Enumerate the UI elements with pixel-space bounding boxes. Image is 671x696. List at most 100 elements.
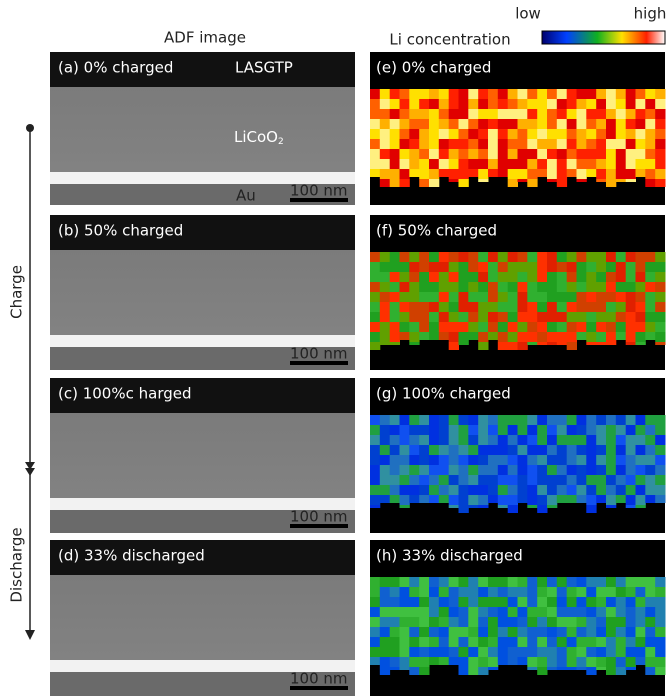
li-cell (488, 159, 498, 169)
li-cell (488, 332, 498, 340)
li-cell (645, 169, 655, 179)
li-cell (655, 485, 665, 495)
li-cell (508, 322, 518, 332)
li-cell (459, 119, 469, 129)
li-cell (449, 647, 459, 657)
li-cell (459, 415, 469, 425)
li-cell (508, 169, 518, 179)
li-cell (400, 252, 410, 262)
li-cell (557, 617, 567, 627)
li-cell (488, 435, 498, 445)
li-cell (577, 597, 587, 607)
li-cell (527, 129, 537, 139)
li-cell (370, 637, 380, 647)
li-cell (508, 475, 518, 485)
li-cell (370, 139, 380, 149)
li-cell (400, 262, 410, 272)
li-cell (636, 139, 646, 149)
colorbar (542, 31, 665, 44)
li-cell (429, 169, 439, 179)
li-cell (626, 425, 636, 435)
li-cell (567, 332, 577, 342)
li-cell (557, 292, 567, 302)
li-cell (488, 647, 498, 657)
scale-label: 100 nm (290, 670, 348, 688)
li-cell (577, 129, 587, 139)
li-cell (409, 627, 419, 637)
li-cell (370, 435, 380, 445)
li-cell (370, 332, 380, 342)
li-cell (645, 149, 655, 159)
li-cell (400, 465, 410, 475)
li-cell (468, 282, 478, 292)
li-cell (468, 465, 478, 475)
li-cell (636, 617, 646, 627)
li-cell (478, 425, 488, 435)
li-cell (557, 637, 567, 647)
li-cell (419, 159, 429, 169)
li-cell (508, 445, 518, 455)
li-cell (488, 252, 498, 262)
li-cell (468, 312, 478, 322)
li-cell (567, 89, 577, 99)
panel-label: (h) 33% discharged (376, 547, 523, 565)
li-cell (429, 425, 439, 435)
li-cell (429, 149, 439, 159)
li-cell (596, 647, 606, 657)
li-cell (419, 262, 429, 272)
li-cell (616, 577, 626, 587)
li-cell (537, 587, 547, 597)
li-cell (616, 587, 626, 597)
li-cell (567, 129, 577, 139)
li-cell (419, 465, 429, 475)
li-cell (655, 119, 665, 129)
li-cell (586, 322, 596, 332)
li-cell (655, 342, 665, 345)
li-cell (557, 159, 567, 169)
li-cell (557, 99, 567, 109)
li-cell (557, 282, 567, 292)
li-cell (449, 179, 459, 182)
li-cell (459, 505, 469, 513)
li-cell (409, 99, 419, 109)
li-cell (478, 627, 488, 637)
li-cell (537, 312, 547, 322)
li-cell (547, 627, 557, 637)
li-cell (409, 159, 419, 169)
li-cell (606, 169, 616, 179)
li-cell (547, 455, 557, 465)
li-cell (655, 99, 665, 109)
li-cell (596, 292, 606, 302)
li-cell (449, 425, 459, 435)
li-cell (429, 292, 439, 302)
li-cell (616, 657, 626, 667)
li-cell (459, 129, 469, 139)
li-cell (636, 272, 646, 282)
li-cell (655, 139, 665, 149)
li-cell (449, 282, 459, 292)
li-cell (439, 302, 449, 312)
li-cell (508, 139, 518, 149)
li-cell (655, 129, 665, 139)
li-cell (606, 637, 616, 647)
li-cell (380, 435, 390, 445)
li-cell (459, 179, 469, 187)
li-cell (655, 272, 665, 282)
li-cell (616, 647, 626, 657)
li-cell (390, 149, 400, 159)
li-cell (508, 425, 518, 435)
li-cell (577, 475, 587, 485)
li-cell (527, 415, 537, 425)
annotation: LASGTP (235, 59, 293, 77)
li-cell (636, 657, 646, 665)
li-cell (498, 89, 508, 99)
li-cell (596, 179, 606, 182)
li-cell (508, 312, 518, 322)
li-cell (380, 485, 390, 495)
li-cell (508, 587, 518, 597)
li-cell (508, 129, 518, 139)
li-cell (390, 425, 400, 435)
li-cell (645, 139, 655, 149)
li-cell (645, 455, 655, 465)
li-cell (409, 139, 419, 149)
